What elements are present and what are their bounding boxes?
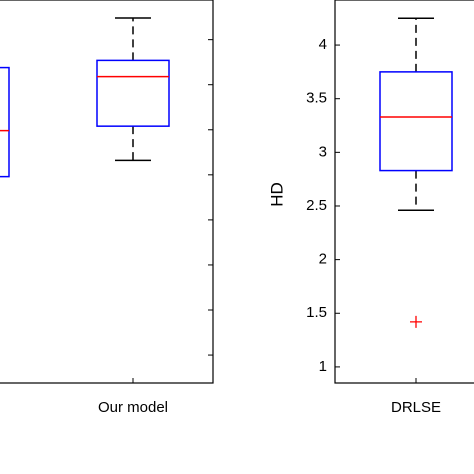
box bbox=[96, 59, 170, 127]
x-tick-label: Our model bbox=[98, 399, 168, 416]
y-tick-label: 3 bbox=[319, 143, 327, 160]
box bbox=[0, 66, 10, 178]
plot-frame bbox=[0, 0, 214, 384]
y-tick-label: 4 bbox=[319, 36, 327, 53]
x-tick-label: DRLSE bbox=[391, 399, 441, 416]
outlier bbox=[410, 315, 422, 328]
box bbox=[379, 71, 453, 172]
y-tick-label: 3.5 bbox=[306, 90, 327, 107]
y-tick-label: 2.5 bbox=[306, 197, 327, 214]
y-axis-label: HD bbox=[267, 182, 286, 207]
y-tick-label: 2 bbox=[319, 251, 327, 268]
plot-frame bbox=[334, 0, 474, 384]
y-tick-label: 1 bbox=[319, 358, 327, 375]
y-tick-label: 1.5 bbox=[306, 304, 327, 321]
